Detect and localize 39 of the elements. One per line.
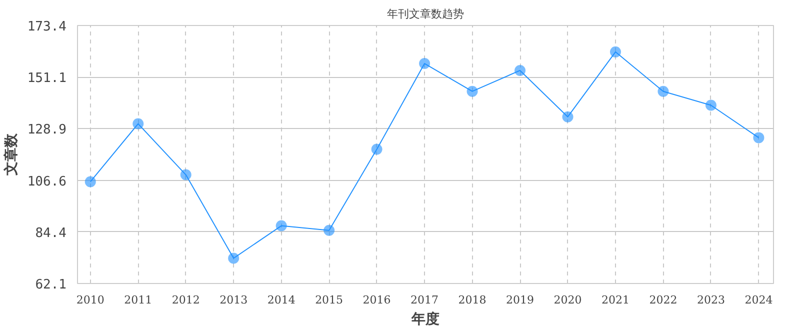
y-tick-label: 84.4 — [35, 226, 67, 241]
x-tick-label: 2010 — [76, 294, 104, 306]
x-tick-label: 2018 — [458, 294, 486, 306]
x-tick-label: 2011 — [124, 294, 152, 306]
y-tick-label: 128.9 — [27, 122, 67, 138]
point — [84, 176, 96, 188]
x-tick-label: 2023 — [696, 294, 725, 306]
x-axis-title: 年度 — [410, 310, 440, 328]
point — [371, 144, 382, 155]
point — [132, 118, 144, 130]
x-tick-label: 2017 — [410, 294, 439, 306]
point — [658, 86, 669, 97]
x-tick-label: 2024 — [744, 294, 773, 306]
x-tick-label: 2015 — [315, 294, 344, 306]
chart-title: 年刊文章数趋势 — [387, 8, 464, 20]
y-axis-title: 文章数 — [2, 132, 20, 176]
x-tick-label: 2022 — [649, 294, 678, 306]
point — [562, 111, 574, 122]
point — [228, 252, 240, 264]
x-tick-label: 2021 — [601, 294, 630, 306]
point — [419, 58, 430, 70]
y-tick-label: 151.1 — [27, 71, 67, 86]
point — [610, 46, 621, 58]
x-tick-label: 2014 — [267, 294, 296, 306]
x-tick-label: 2016 — [362, 294, 391, 306]
point — [276, 220, 287, 232]
y-tick-label: 173.4 — [27, 20, 67, 34]
point — [466, 86, 478, 97]
y-tick-label: 106.6 — [27, 174, 67, 190]
x-tick-label: 2020 — [554, 294, 582, 306]
y-tick-label: 62.1 — [35, 278, 67, 292]
point — [705, 100, 716, 111]
x-tick-label: 2019 — [506, 294, 534, 306]
point — [514, 64, 526, 76]
x-tick-label: 2013 — [220, 294, 248, 306]
point — [180, 169, 192, 180]
x-tick-label: 2012 — [172, 294, 200, 306]
point — [324, 224, 335, 236]
point — [753, 132, 764, 144]
